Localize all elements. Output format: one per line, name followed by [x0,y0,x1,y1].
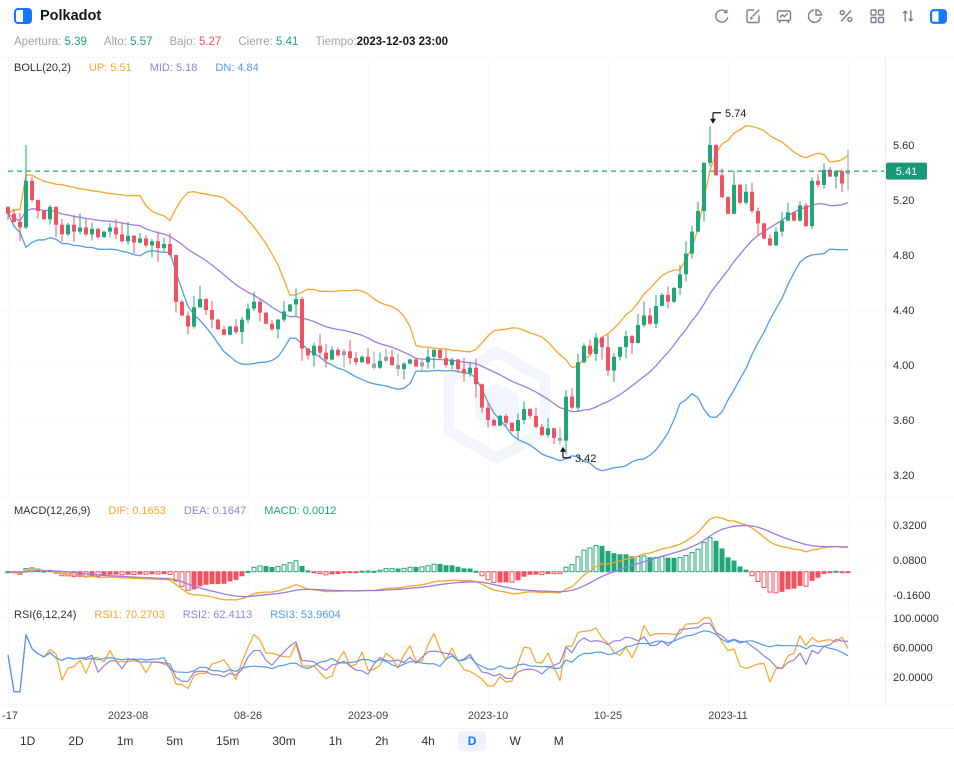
svg-text:3.42: 3.42 [575,453,596,465]
svg-text:100.0000: 100.0000 [893,613,939,625]
rsi3-value: RSI3: 53.9604 [270,609,341,621]
open-field: Apertura: 5.39 [14,36,87,48]
y-axis-labels: 5.60 5.20 4.80 4.40 4.00 3.60 3.20 0.3200 0.0800… [893,140,939,684]
layout-button[interactable] [867,7,886,26]
timeframe-1h[interactable]: 1h [319,731,352,751]
svg-text:2023-08: 2023-08 [108,710,148,722]
chart-board-button[interactable] [774,7,793,26]
boll-name: BOLL(20,2) [14,62,71,74]
svg-text:0.3200: 0.3200 [893,520,927,532]
layout-grid-icon [869,9,884,24]
low-value: 5.27 [198,36,222,48]
svg-text:5.74: 5.74 [725,108,746,120]
close-value: 5.41 [276,36,299,48]
boll-legend: BOLL(20,2) UP: 5.51 MID: 5.18 DN: 4.84 [14,62,259,74]
app-logo-icon [14,8,32,24]
rsi-pane [7,617,849,693]
rsi-legend: RSI(6,12,24) RSI1: 70.2703 RSI2: 62.4113… [14,609,341,621]
macd-pane [5,516,851,601]
svg-text:4.00: 4.00 [893,360,914,372]
candles-layer [6,125,850,455]
watermark-logo [443,345,551,465]
time-value: 2023-12-03 23:00 [356,36,448,48]
timeframe-divider [0,728,954,729]
header: Polkadot [0,0,954,32]
boll-mid-value: MID: 5.18 [149,62,198,74]
low-field: Bajo: 5.27 [169,36,222,48]
panel-split-icon [930,8,947,24]
board-chart-icon [776,10,791,24]
ohlc-info-bar: Apertura: 5.39 Alto: 5.57 Bajo: 5.27 Cie… [14,36,448,48]
macd-name: MACD(12,26,9) [14,505,91,517]
svg-text:3.60: 3.60 [893,415,914,427]
refresh-icon [714,9,728,23]
svg-text:4.40: 4.40 [893,305,914,317]
svg-text:5.60: 5.60 [893,140,914,152]
timeframe-2h[interactable]: 2h [365,731,398,751]
svg-text:5.20: 5.20 [893,195,914,207]
timeframe-30m[interactable]: 30m [262,731,305,751]
timeframe-bar: 1D 2D 1m 5m 15m 30m 1h 2h 4h D W M [10,731,574,751]
last-price-badge: 5.41 [886,162,927,180]
sort-button[interactable] [898,7,917,26]
timeframe-5m[interactable]: 5m [156,731,193,751]
svg-text:5.41: 5.41 [896,166,917,178]
x-axis-labels: -17 2023-08 08-26 2023-09 2023-10 10-25 2023-1… [2,710,748,722]
svg-text:60.0000: 60.0000 [893,643,933,655]
draw-icon [745,9,760,24]
indicator-button[interactable] [805,7,824,26]
timeframe-W[interactable]: W [499,731,530,751]
open-value: 5.39 [64,36,87,48]
svg-text:08-26: 08-26 [234,710,262,722]
svg-text:20.0000: 20.0000 [893,672,933,684]
macd-legend: MACD(12,26,9) DIF: 0.1653 DEA: 0.1647 MA… [14,505,336,517]
chart-toolbar [712,0,948,32]
draw-button[interactable] [743,7,762,26]
page-title: Polkadot [40,8,102,24]
high-field: Alto: 5.57 [103,36,153,48]
svg-text:2023-11: 2023-11 [708,710,748,722]
timeframe-2D[interactable]: 2D [58,731,93,751]
refresh-button[interactable] [712,7,731,26]
high-value: 5.57 [130,36,153,48]
main-pane [6,125,850,472]
pie-indicator-icon [807,8,822,23]
percent-button[interactable] [836,7,855,26]
svg-text:0.0800: 0.0800 [893,555,927,567]
timeframe-15m[interactable]: 15m [206,731,249,751]
svg-text:2023-09: 2023-09 [348,710,388,722]
svg-text:2023-10: 2023-10 [468,710,508,722]
macd-dea-value: DEA: 0.1647 [183,505,247,517]
timeframe-4h[interactable]: 4h [411,731,444,751]
svg-text:-0.1600: -0.1600 [893,590,930,602]
rsi1-value: RSI1: 70.2703 [94,609,165,621]
svg-text:3.20: 3.20 [893,470,914,482]
rsi2-value: RSI2: 62.4113 [182,609,253,621]
boll-dn-value: DN: 4.84 [215,62,259,74]
macd-value: MACD: 0.0012 [264,505,337,517]
macd-dif-value: DIF: 0.1653 [108,505,166,517]
panel-toggle-button[interactable] [929,7,948,26]
svg-text:-17: -17 [2,710,18,722]
svg-text:4.80: 4.80 [893,250,914,262]
rsi-name: RSI(6,12,24) [14,609,77,621]
time-field: Tiempo:2023-12-03 23:00 [315,36,448,48]
sort-arrows-icon [902,10,913,22]
close-field: Cierre: 5.41 [238,36,299,48]
percent-icon [838,9,853,23]
boll-up-value: UP: 5.51 [88,62,132,74]
timeframe-1D[interactable]: 1D [10,731,45,751]
timeframe-M[interactable]: M [544,731,574,751]
timeframe-1m[interactable]: 1m [107,731,144,751]
svg-text:10-25: 10-25 [594,710,622,722]
timeframe-D[interactable]: D [457,731,487,751]
